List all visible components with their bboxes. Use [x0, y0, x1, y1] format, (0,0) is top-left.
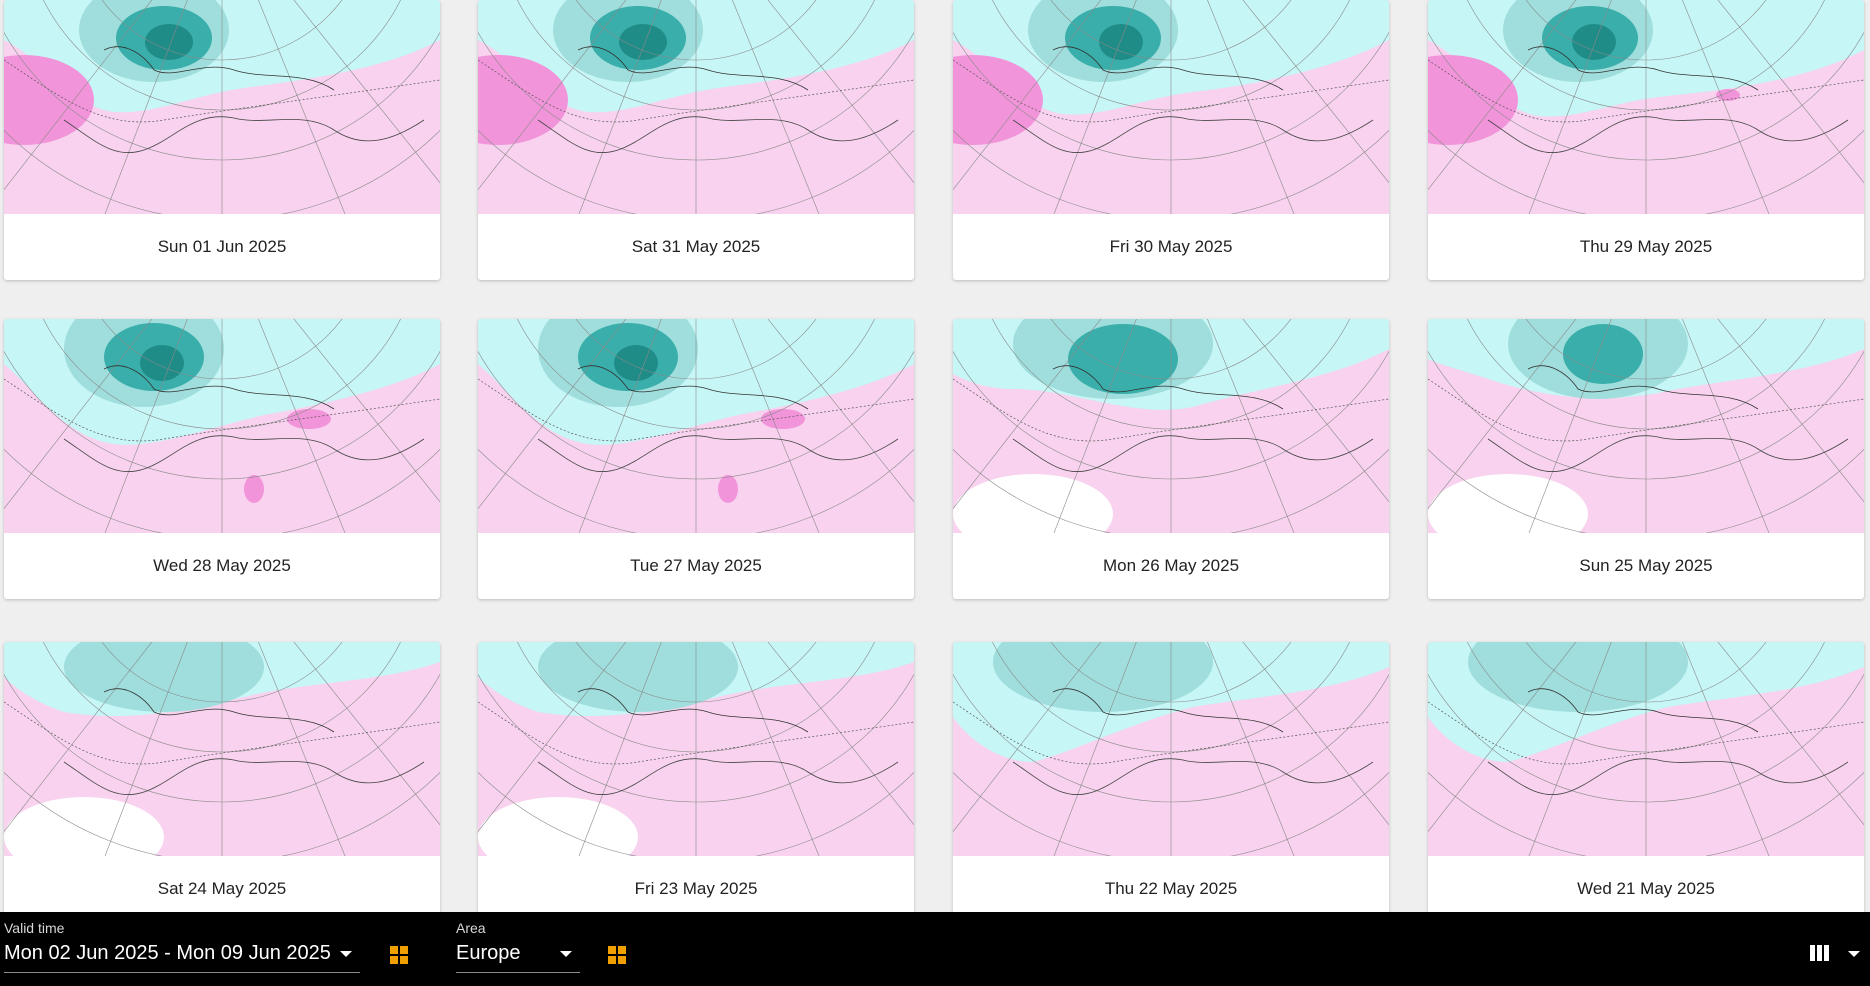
area-value[interactable]: Europe — [456, 940, 580, 973]
chevron-down-icon — [1848, 951, 1860, 957]
forecast-map-thumbnail[interactable] — [4, 0, 440, 214]
chevron-down-icon[interactable] — [560, 951, 572, 957]
forecast-card[interactable]: Mon 26 May 2025 — [953, 319, 1389, 599]
forecast-map-thumbnail[interactable] — [953, 0, 1389, 214]
forecast-map-thumbnail[interactable] — [4, 642, 440, 856]
forecast-card[interactable]: Wed 28 May 2025 — [4, 319, 440, 599]
valid-time-select[interactable]: Valid time Mon 02 Jun 2025 - Mon 09 Jun … — [4, 920, 360, 973]
grid-view-icon[interactable] — [608, 946, 628, 966]
forecast-card[interactable]: Sat 24 May 2025 — [4, 642, 440, 912]
valid-time-value[interactable]: Mon 02 Jun 2025 - Mon 09 Jun 2025 — [4, 940, 360, 973]
forecast-map-thumbnail[interactable] — [1428, 642, 1864, 856]
card-date-label: Sat 24 May 2025 — [157, 879, 287, 898]
card-date-label: Mon 26 May 2025 — [1102, 556, 1240, 575]
forecast-card[interactable]: Sat 31 May 2025 — [478, 0, 914, 280]
area-label: Area — [456, 920, 486, 936]
card-date-label: Wed 28 May 2025 — [153, 556, 291, 575]
forecast-map-thumbnail[interactable] — [1428, 0, 1864, 214]
column-layout-button[interactable] — [1810, 944, 1860, 968]
card-date-label: Thu 22 May 2025 — [1104, 879, 1238, 898]
forecast-card[interactable]: Sun 25 May 2025 — [1428, 319, 1864, 599]
grid-view-icon[interactable] — [390, 946, 410, 966]
card-date-label: Wed 21 May 2025 — [1577, 879, 1715, 898]
card-date-label: Thu 29 May 2025 — [1579, 237, 1713, 256]
card-date-label: Fri 30 May 2025 — [1109, 237, 1233, 256]
forecast-map-thumbnail[interactable] — [953, 642, 1389, 856]
area-select[interactable]: Area Europe — [456, 920, 580, 973]
valid-time-label: Valid time — [4, 920, 65, 936]
card-date-label: Sat 31 May 2025 — [631, 237, 761, 256]
forecast-card[interactable]: Wed 21 May 2025 — [1428, 642, 1864, 912]
forecast-map-thumbnail[interactable] — [478, 642, 914, 856]
card-date-label: Fri 23 May 2025 — [634, 879, 758, 898]
forecast-card[interactable]: Fri 30 May 2025 — [953, 0, 1389, 280]
forecast-card[interactable]: Tue 27 May 2025 — [478, 319, 914, 599]
chevron-down-icon[interactable] — [340, 951, 352, 957]
forecast-map-thumbnail[interactable] — [1428, 319, 1864, 533]
forecast-card[interactable]: Sun 01 Jun 2025 — [4, 0, 440, 280]
card-date-label: Sun 25 May 2025 — [1579, 556, 1713, 575]
forecast-map-thumbnail[interactable] — [478, 0, 914, 214]
card-date-label: Sun 01 Jun 2025 — [157, 237, 287, 256]
card-date-label: Tue 27 May 2025 — [630, 556, 762, 575]
bottom-toolbar: Valid time Mon 02 Jun 2025 - Mon 09 Jun … — [0, 912, 1870, 986]
forecast-card[interactable]: Thu 29 May 2025 — [1428, 0, 1864, 280]
forecast-map-thumbnail[interactable] — [953, 319, 1389, 533]
forecast-card[interactable]: Thu 22 May 2025 — [953, 642, 1389, 912]
forecast-map-thumbnail[interactable] — [478, 319, 914, 533]
forecast-card[interactable]: Fri 23 May 2025 — [478, 642, 914, 912]
forecast-map-thumbnail[interactable] — [4, 319, 440, 533]
thumbnail-grid: Sun 01 Jun 2025 Sat 31 May 2025 Fri 30 May… — [4, 0, 1864, 912]
